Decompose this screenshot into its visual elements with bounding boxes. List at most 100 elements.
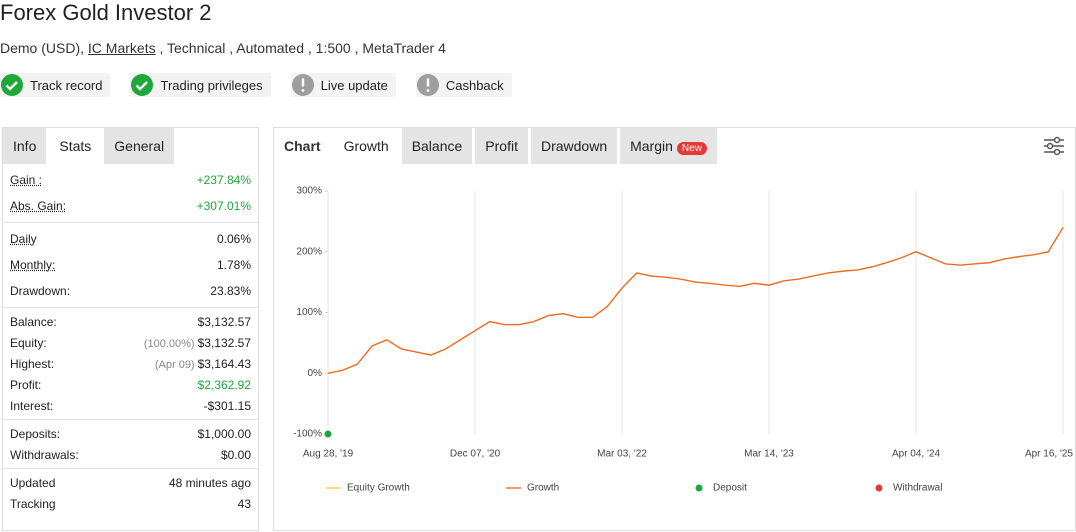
exclamation-dot [301, 89, 305, 92]
legend-label: Deposit [713, 483, 747, 494]
stat-value: +307.01% [196, 199, 251, 213]
stat-value-wrap: 0.06% [217, 232, 251, 246]
x-tick-label: Dec 07, '20 [450, 449, 501, 460]
stats-group: Gain : +237.84% Abs. Gain: +307.01% [3, 164, 258, 222]
badge-label: Track record [30, 77, 103, 93]
stat-label: Drawdown: [10, 284, 71, 298]
check-mark [136, 81, 149, 91]
stat-label: Balance: [10, 314, 57, 329]
legend-label: Equity Growth [347, 483, 410, 494]
tab[interactable]: Stats [49, 128, 102, 164]
x-tick-label: Apr 04, '24 [892, 449, 940, 460]
stat-value-wrap: -$301.15 [204, 399, 251, 413]
y-tick-label: 300% [296, 186, 322, 197]
badge: Live update [290, 73, 396, 97]
stats-group: Daily 0.06% Monthly: 1.78% Drawdown: 23.83% [3, 222, 258, 307]
stat-row: Equity: (100.00%) $3,132.57 [3, 332, 258, 353]
stat-value: -$301.15 [203, 398, 251, 413]
stat-label: Gain : [10, 173, 43, 187]
stat-row: Monthly: 1.78% [3, 252, 258, 278]
stat-label: Equity: [10, 335, 47, 350]
tab[interactable]: Drawdown [530, 128, 618, 164]
badge-label: Trading privileges [160, 77, 263, 93]
stat-row: Updated 48 minutes ago [3, 472, 258, 493]
stat-value: $1,000.00 [197, 426, 251, 441]
legend-label: Withdrawal [893, 483, 942, 494]
x-tick-label: Apr 16, '25 [1025, 449, 1073, 460]
stat-label: Interest: [10, 398, 54, 413]
stat-value-wrap: $1,000.00 [198, 427, 251, 441]
chart: -100% 0% 100% 200% 300% Aug 28, '19 Dec 07, '2… [293, 186, 1073, 494]
stat-row: Daily 0.06% [3, 226, 258, 252]
badge-label: Live update [320, 77, 388, 93]
exclamation [426, 78, 430, 87]
stat-row: Abs. Gain: +307.01% [3, 193, 258, 219]
broker-link[interactable]: IC Markets [87, 40, 156, 56]
x-tick-label: Mar 03, '22 [597, 449, 647, 460]
stats-group: Deposits: $1,000.00 Withdrawals: $0.00 [3, 419, 258, 468]
stats-tabs: Info Stats General [3, 128, 258, 164]
tab[interactable]: Growth [333, 128, 399, 164]
stats-panel: Info Stats General Gain : +237.84% Abs. Gain… [2, 127, 259, 531]
badge: Trading privileges [130, 73, 271, 97]
stat-value: 43 [237, 496, 251, 511]
stat-value: 48 minutes ago [168, 475, 251, 490]
stat-value: +237.84% [196, 173, 251, 187]
subtitle-text: Demo (USD), [0, 40, 85, 56]
tab[interactable]: Margin New [620, 128, 717, 164]
chart-panel: Chart Growth Balance Profit Drawdown Margin Ne… [273, 127, 1076, 531]
stat-row: Highest: (Apr 09) $3,164.43 [3, 353, 258, 374]
stat-row: Gain : +237.84% [3, 167, 258, 193]
stat-value: $3,132.57 [197, 335, 251, 350]
badge: Track record [0, 73, 111, 97]
stat-value-wrap: 23.83% [210, 284, 251, 298]
tab[interactable]: General [104, 128, 175, 164]
legend-swatch [695, 484, 703, 492]
x-tick-label: Aug 28, '19 [303, 449, 354, 460]
stat-value-wrap: (100.00%) $3,132.57 [144, 336, 251, 350]
stat-row: Deposits: $1,000.00 [3, 423, 258, 444]
stat-value-wrap: +237.84% [197, 173, 251, 187]
stat-row: Interest: -$301.15 [3, 395, 258, 416]
tab[interactable]: Info [3, 128, 47, 164]
stat-row: Drawdown: 23.83% [3, 278, 258, 304]
stat-label: Highest: [10, 356, 55, 371]
stat-label: Monthly: [10, 258, 56, 272]
stat-label: Tracking [10, 496, 56, 511]
page-title: Forex Gold Investor 2 [0, 0, 212, 25]
event-point [324, 430, 332, 438]
stat-value-wrap: 48 minutes ago [169, 476, 251, 490]
tab[interactable]: Profit [475, 128, 528, 164]
x-tick-label: Mar 14, '23 [744, 449, 794, 460]
y-tick-label: 100% [296, 307, 322, 318]
stat-label: Profit: [10, 377, 42, 392]
badge-icon [291, 74, 314, 96]
legend-label: Growth [527, 483, 559, 494]
stat-label: Daily [10, 232, 37, 246]
filter-button[interactable] [1043, 136, 1065, 156]
stat-value: 1.78% [216, 258, 251, 272]
chart-tabs: Chart Growth Balance Profit Drawdown Margin Ne… [274, 128, 1075, 164]
icon-circle [1, 74, 23, 96]
stat-row: Tracking 43 [3, 493, 258, 514]
stat-value: $0.00 [220, 447, 251, 462]
check-mark [5, 81, 18, 91]
icon-circle [131, 74, 154, 96]
y-tick-label: -100% [293, 429, 322, 440]
stat-value-wrap: $3,132.57 [198, 315, 251, 329]
tab[interactable]: Balance [401, 128, 473, 164]
subtitle-text: , Technical , Automated , 1:500 , MetaTr… [159, 40, 446, 56]
badge: Cashback [415, 73, 512, 97]
subtitle: Demo (USD), IC Markets , Technical , Aut… [0, 40, 446, 56]
stats-group: Balance: $3,132.57 Equity: (100.00%) $3,132.… [3, 307, 258, 419]
badge-icon [131, 74, 154, 96]
stat-label: Updated [10, 475, 56, 490]
stat-row: Withdrawals: $0.00 [3, 444, 258, 465]
stat-label: Deposits: [10, 426, 61, 441]
new-badge: New [676, 142, 707, 155]
tab[interactable]: Chart [274, 128, 331, 164]
y-tick-label: 0% [308, 368, 323, 379]
y-tick-label: 200% [296, 246, 322, 257]
stat-value: 23.83% [210, 284, 251, 298]
